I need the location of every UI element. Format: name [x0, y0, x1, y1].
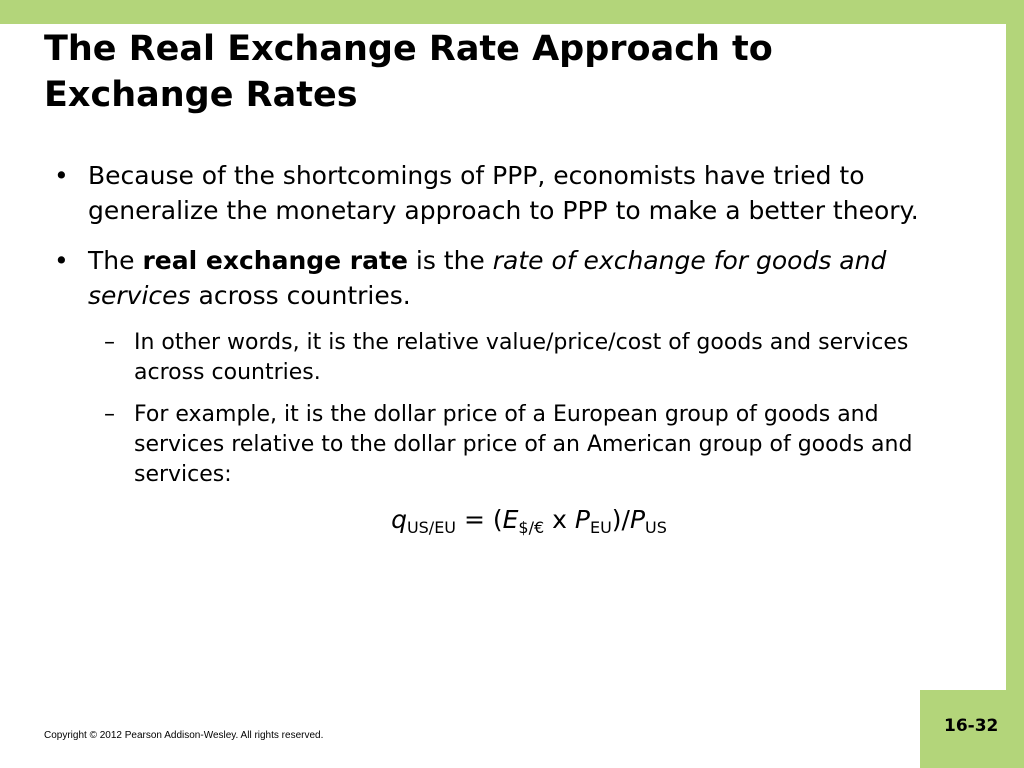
formula-e: E [502, 505, 519, 534]
formula-e-subscript: $/€ [518, 518, 545, 537]
page-number: 16-32 [944, 716, 999, 736]
formula-q-subscript: US/EU [406, 518, 457, 537]
formula-p-eu-subscript: EU [589, 518, 612, 537]
sub-bullet-mark: – [104, 402, 115, 427]
slide-title: The Real Exchange Rate Approach to Excha… [44, 29, 773, 115]
slide-canvas [0, 24, 1006, 768]
formula-slash: )/ [611, 505, 630, 534]
real-exchange-rate-formula: qUS/EU = (E$/€ x PEU)/PUS [74, 502, 984, 546]
formula-equals: = ( [456, 505, 503, 534]
sub-bullet-item: – For example, it is the dollar price of… [104, 400, 954, 490]
sub-bullet-text: For example, it is the dollar price of a… [134, 402, 913, 487]
sub-bullet-mark: – [104, 330, 115, 355]
bullet-mark: • [54, 161, 69, 190]
slide-body: • Because of the shortcomings of PPP, ec… [54, 158, 984, 546]
copyright-footer: Copyright © 2012 Pearson Addison-Wesley.… [44, 730, 324, 741]
page-number-box [920, 690, 1024, 768]
bullet-text: The real exchange rate is the rate of ex… [88, 243, 984, 313]
formula-p-us-subscript: US [645, 518, 667, 537]
formula-p-eu: P [574, 505, 590, 534]
bullet-text-part: across countries. [190, 281, 411, 310]
bullet-item: • Because of the shortcomings of PPP, ec… [54, 158, 984, 228]
bold-term: real exchange rate [142, 246, 408, 275]
italic-definition: rate of exchange for goods and services [88, 246, 887, 310]
bullet-text-part: The [88, 246, 143, 275]
sub-bullet-item: – In other words, it is the relative val… [104, 328, 954, 388]
bullet-mark: • [54, 246, 69, 275]
bullet-text-part: is the [407, 246, 493, 275]
formula-p-us: P [629, 505, 646, 534]
sub-bullet-text: In other words, it is the relative value… [134, 330, 909, 385]
bullet-text: Because of the shortcomings of PPP, econ… [88, 161, 919, 225]
formula-times: x [544, 505, 575, 534]
bullet-item: • The real exchange rate is the rate of … [54, 243, 984, 313]
formula-q: q [391, 505, 407, 534]
